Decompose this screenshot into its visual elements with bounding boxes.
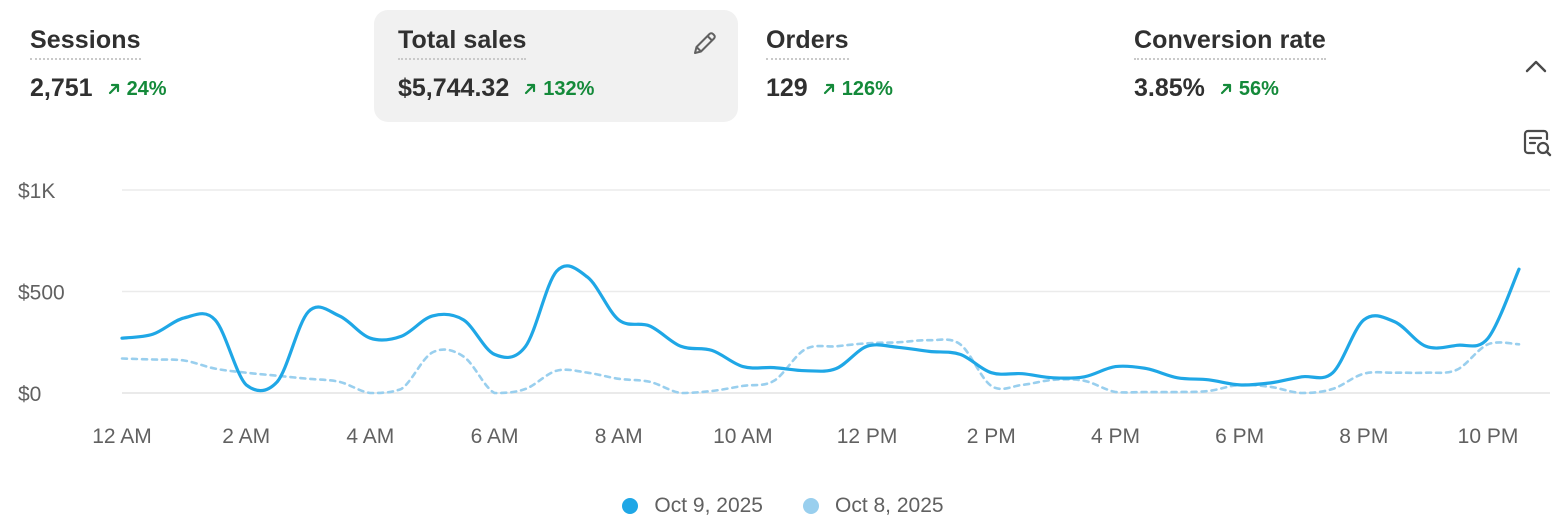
view-report-icon[interactable] bbox=[1520, 126, 1554, 160]
metric-value-row: 2,751 24% bbox=[30, 74, 167, 103]
metric-title[interactable]: Conversion rate bbox=[1134, 26, 1326, 60]
series-line-oct-9 bbox=[120, 264, 1521, 393]
gridlines bbox=[122, 189, 1550, 394]
x-axis-ticks: 12 AM 2 AM 4 AM 6 AM 8 AM 10 AM 12 PM 2 PM 4 PM 6… bbox=[92, 425, 1518, 448]
metric-value-row: 129 126% bbox=[766, 74, 893, 103]
metric-card-total-sales[interactable]: Total sales $5,744.32 132% bbox=[374, 10, 738, 122]
legend-swatch bbox=[622, 498, 639, 514]
metric-change-value: 56% bbox=[1238, 77, 1279, 100]
y-tick-label: $1K bbox=[18, 180, 55, 203]
x-tick-label: 6 AM bbox=[471, 425, 519, 448]
metric-change-badge: 132% bbox=[523, 78, 594, 101]
x-tick-label: 6 PM bbox=[1215, 425, 1264, 448]
x-tick-label: 8 PM bbox=[1339, 425, 1388, 448]
metric-card-orders[interactable]: Orders 129 126% bbox=[742, 10, 1104, 122]
metric-card-sessions[interactable]: Sessions 2,751 24% bbox=[6, 10, 368, 122]
metric-change-badge: 56% bbox=[1219, 78, 1279, 101]
metrics-bar: Sessions 2,751 24% Total sales $5,744.32… bbox=[0, 0, 1566, 157]
legend-label: Oct 9, 2025 bbox=[654, 494, 763, 517]
chevron-up-icon[interactable] bbox=[1520, 52, 1552, 80]
sales-line-chart: $0 $500 $1K 12 AM 2 AM 4 AM 6 AM 8 AM 10 AM 12 P… bbox=[18, 180, 1550, 448]
x-tick-label: 10 PM bbox=[1458, 425, 1519, 448]
metric-card-conversion-rate[interactable]: Conversion rate 3.85% 56% bbox=[1110, 10, 1480, 122]
metric-change-badge: 126% bbox=[822, 78, 893, 101]
y-tick-label: $500 bbox=[18, 282, 65, 305]
metric-change-value: 24% bbox=[126, 77, 167, 100]
y-axis-ticks: $0 $500 $1K bbox=[18, 180, 65, 406]
metric-title[interactable]: Total sales bbox=[398, 26, 527, 60]
x-tick-label: 2 PM bbox=[967, 425, 1016, 448]
x-tick-label: 4 PM bbox=[1091, 425, 1140, 448]
x-tick-label: 12 PM bbox=[837, 425, 898, 448]
series-line-oct-8 bbox=[120, 338, 1521, 395]
metric-change-value: 126% bbox=[841, 77, 893, 100]
x-tick-label: 4 AM bbox=[346, 425, 394, 448]
metric-change-badge: 24% bbox=[107, 78, 167, 101]
x-tick-label: 12 AM bbox=[92, 425, 152, 448]
x-tick-label: 2 AM bbox=[222, 425, 270, 448]
arrow-up-right-icon bbox=[108, 83, 119, 95]
legend-item-current[interactable]: Oct 9, 2025 bbox=[622, 494, 763, 518]
legend-label: Oct 8, 2025 bbox=[835, 494, 944, 517]
legend-swatch bbox=[803, 498, 819, 514]
arrow-up-right-icon bbox=[1220, 83, 1231, 95]
metric-value-row: 3.85% 56% bbox=[1134, 74, 1279, 103]
metric-value-row: $5,744.32 132% bbox=[398, 74, 594, 103]
metric-title[interactable]: Sessions bbox=[30, 26, 141, 60]
chart-legend: Oct 9, 2025 Oct 8, 2025 bbox=[0, 494, 1566, 518]
metric-value: 129 bbox=[766, 74, 808, 102]
metric-value: 3.85% bbox=[1134, 74, 1205, 102]
arrow-up-right-icon bbox=[525, 83, 536, 95]
metric-change-value: 132% bbox=[543, 77, 595, 100]
y-tick-label: $0 bbox=[18, 383, 41, 406]
legend-item-previous[interactable]: Oct 8, 2025 bbox=[803, 494, 944, 518]
arrow-up-right-icon bbox=[823, 83, 834, 95]
x-tick-label: 10 AM bbox=[713, 425, 773, 448]
metric-value: 2,751 bbox=[30, 74, 93, 102]
x-tick-label: 8 AM bbox=[595, 425, 643, 448]
metric-value: $5,744.32 bbox=[398, 74, 510, 102]
series-lines bbox=[120, 264, 1521, 395]
metric-title[interactable]: Orders bbox=[766, 26, 849, 60]
pencil-icon[interactable] bbox=[690, 28, 720, 58]
